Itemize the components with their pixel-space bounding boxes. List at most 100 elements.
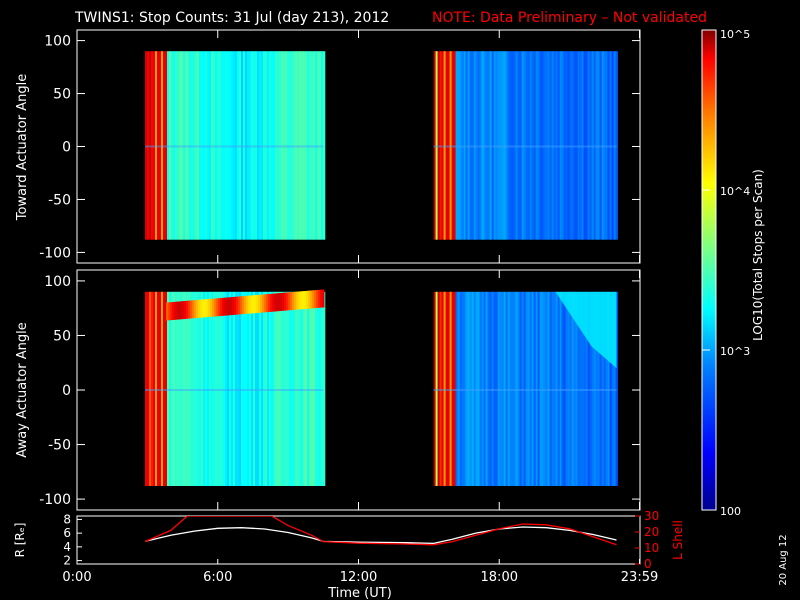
heatmap-column: [301, 51, 304, 240]
heatmap-column: [559, 291, 562, 486]
heatmap-column: [165, 291, 168, 486]
x-tick-label: 12:00: [340, 570, 377, 585]
x-tick-label: 23:59: [621, 570, 658, 585]
heatmap-column: [585, 51, 588, 240]
heatmap-band: [246, 295, 249, 314]
heatmap-column: [303, 291, 306, 486]
heatmap-column: [547, 291, 550, 486]
heatmap-column: [309, 51, 312, 240]
heatmap-column: [467, 51, 470, 240]
heatmap-band: [236, 296, 239, 315]
heatmap-column: [477, 291, 480, 486]
heatmap-column: [607, 51, 610, 240]
heatmap-column: [297, 51, 300, 240]
heatmap-column: [163, 291, 166, 486]
heatmap-column: [579, 51, 582, 240]
heatmap-column: [589, 291, 592, 486]
heatmap-column: [447, 51, 450, 240]
heatmap-band: [224, 297, 227, 316]
heatmap-column: [231, 291, 234, 486]
heatmap-column: [545, 51, 548, 240]
heatmap-column: [597, 51, 600, 240]
heatmap-column: [489, 291, 492, 486]
away-axis-label: Away Actuator Angle: [15, 322, 30, 457]
heatmap-column: [465, 51, 468, 240]
heatmap-band: [238, 296, 241, 315]
heatmap-band: [182, 301, 185, 320]
heatmap-band: [296, 291, 299, 310]
heatmap-column: [491, 291, 494, 486]
colorbar-tick-label: 10^4: [720, 185, 750, 198]
heatmap-column: [277, 291, 280, 486]
heatmap-band: [256, 295, 259, 313]
heatmap-column: [197, 51, 200, 240]
heatmap-column: [601, 51, 604, 240]
heatmap-band: [234, 296, 237, 315]
heatmap-column: [479, 291, 482, 486]
heatmap-band: [262, 294, 265, 313]
heatmap-column: [187, 291, 190, 486]
x-axis-label: Time (UT): [327, 586, 392, 600]
heatmap-column: [189, 51, 192, 240]
heatmap-column: [299, 291, 302, 486]
heatmap-column: [181, 291, 184, 486]
orbit-right-tick-label: 30: [644, 509, 659, 523]
heatmap-column: [247, 51, 250, 240]
orbit-left-tick-label: 2: [63, 554, 71, 568]
heatmap-column: [511, 291, 514, 486]
heatmap-column: [501, 51, 504, 240]
heatmap-band: [210, 298, 213, 317]
heatmap-column: [443, 51, 446, 240]
heatmap-column: [533, 51, 536, 240]
heatmap-column: [495, 291, 498, 486]
heatmap-column: [219, 291, 222, 486]
heatmap-band: [232, 297, 235, 315]
heatmap-band: [268, 294, 271, 312]
heatmap-column: [449, 51, 452, 240]
heatmap-column: [183, 51, 186, 240]
heatmap-band: [300, 291, 303, 310]
heatmap-column: [255, 291, 258, 486]
heatmap-column: [179, 291, 182, 486]
heatmap-column: [215, 51, 218, 240]
heatmap-column: [541, 51, 544, 240]
heatmap-column: [439, 51, 442, 240]
heatmap-column: [433, 291, 436, 486]
heatmap-band: [180, 301, 183, 320]
heatmap-band: [260, 294, 263, 313]
heatmap-column: [483, 291, 486, 486]
heatmap-band: [220, 298, 223, 316]
colorbar-tick-label: 10^3: [720, 345, 750, 358]
heatmap-column: [455, 51, 458, 240]
heatmap-column: [599, 51, 602, 240]
heatmap-band: [290, 292, 293, 311]
heatmap-column: [591, 51, 594, 240]
x-tick-label: 6:00: [203, 570, 232, 585]
heatmap-column: [261, 51, 264, 240]
heatmap-column: [557, 51, 560, 240]
heatmap-column: [151, 291, 154, 486]
heatmap-column: [311, 291, 314, 486]
heatmap-column: [455, 291, 458, 486]
heatmap-column: [241, 291, 244, 486]
heatmap-column: [263, 291, 266, 486]
heatmap-column: [161, 51, 164, 240]
heatmap-column: [169, 51, 172, 240]
heatmap-column: [309, 291, 312, 486]
heatmap-column: [307, 291, 310, 486]
heatmap-column: [315, 51, 318, 240]
heatmap-column: [313, 51, 316, 240]
heatmap-column: [195, 51, 198, 240]
heatmap-column: [207, 291, 210, 486]
heatmap-column: [483, 51, 486, 240]
heatmap-column: [177, 291, 180, 486]
heatmap-column: [595, 291, 598, 486]
heatmap-column: [171, 51, 174, 240]
orbit-left-tick-label: 8: [63, 512, 71, 526]
heatmap-column: [613, 291, 616, 486]
heatmap-column: [217, 291, 220, 486]
heatmap-band: [284, 292, 287, 311]
toward-y-axis: 100 50 0 -50 -100: [39, 30, 641, 263]
heatmap-column: [273, 51, 276, 240]
heatmap-column: [529, 51, 532, 240]
